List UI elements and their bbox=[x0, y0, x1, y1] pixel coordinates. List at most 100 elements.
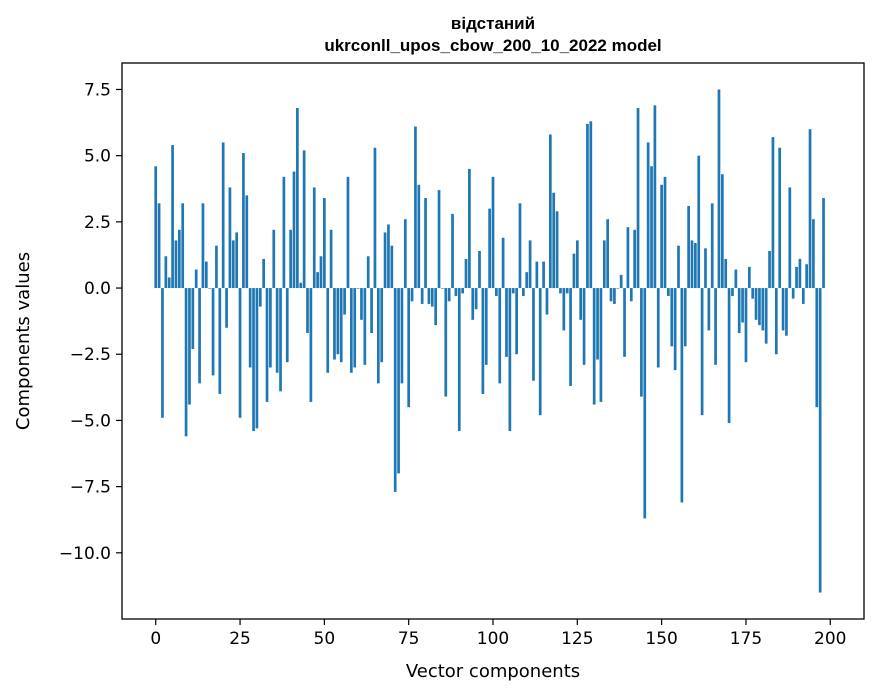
y-tick-label: −5.0 bbox=[70, 411, 111, 431]
bar bbox=[646, 142, 650, 289]
x-tick-label: 125 bbox=[561, 629, 593, 649]
bar bbox=[589, 121, 593, 289]
bar bbox=[400, 288, 404, 384]
bar bbox=[181, 203, 185, 289]
bar bbox=[656, 288, 660, 368]
bar bbox=[366, 256, 370, 289]
bar bbox=[498, 288, 502, 384]
y-axis-label: Components values bbox=[13, 252, 34, 430]
chart-title: відстаний ukrconll_upos_cbow_200_10_2022… bbox=[324, 14, 661, 55]
bar bbox=[700, 288, 704, 416]
bar bbox=[376, 288, 380, 384]
bars-group bbox=[154, 89, 825, 593]
bar bbox=[252, 288, 255, 432]
bar bbox=[289, 229, 292, 289]
bar bbox=[346, 176, 350, 289]
bar bbox=[650, 166, 653, 289]
bar bbox=[157, 203, 161, 289]
bar bbox=[542, 261, 545, 289]
bar bbox=[373, 147, 377, 289]
bar bbox=[565, 288, 569, 294]
bar bbox=[420, 288, 424, 304]
bar bbox=[747, 266, 751, 289]
bar bbox=[670, 288, 674, 347]
bar bbox=[791, 288, 795, 299]
bar bbox=[798, 258, 802, 289]
bar bbox=[444, 288, 448, 397]
bar bbox=[481, 288, 485, 394]
bar bbox=[633, 229, 637, 289]
bar bbox=[643, 288, 647, 519]
bar bbox=[387, 224, 390, 289]
bar bbox=[319, 256, 323, 289]
bar bbox=[623, 288, 626, 357]
bar bbox=[727, 288, 731, 424]
bar bbox=[235, 232, 239, 289]
y-tick-label: 2.5 bbox=[84, 213, 111, 233]
y-tick-label: 7.5 bbox=[84, 80, 111, 100]
bar bbox=[258, 288, 262, 307]
bar bbox=[478, 250, 481, 289]
bar bbox=[417, 184, 421, 289]
bar bbox=[734, 269, 738, 289]
bar bbox=[208, 288, 212, 289]
bar bbox=[393, 288, 397, 492]
bar bbox=[414, 126, 417, 289]
bar bbox=[599, 288, 603, 402]
bar bbox=[758, 288, 761, 326]
bar bbox=[508, 288, 512, 432]
bar bbox=[495, 288, 498, 296]
bar bbox=[468, 168, 471, 289]
bar bbox=[707, 288, 711, 331]
bar bbox=[774, 288, 778, 355]
bar bbox=[673, 288, 677, 371]
bar bbox=[174, 240, 178, 289]
bar bbox=[737, 288, 741, 334]
bar bbox=[778, 147, 782, 289]
bar bbox=[764, 288, 768, 344]
bar bbox=[279, 288, 282, 392]
bar bbox=[370, 288, 373, 334]
bar bbox=[532, 288, 535, 381]
bar bbox=[177, 229, 181, 289]
bar bbox=[242, 153, 245, 289]
x-tick-label: 200 bbox=[814, 629, 846, 649]
bar bbox=[312, 187, 316, 289]
bar bbox=[596, 288, 599, 360]
bar bbox=[609, 288, 613, 302]
bar bbox=[801, 288, 805, 304]
bar bbox=[795, 266, 798, 289]
bar bbox=[191, 288, 195, 349]
bar bbox=[427, 288, 431, 304]
bar bbox=[687, 205, 690, 289]
bar bbox=[714, 288, 717, 365]
x-tick-label: 0 bbox=[150, 629, 161, 649]
bar bbox=[629, 288, 633, 302]
bar bbox=[306, 288, 309, 334]
bar bbox=[690, 240, 694, 289]
bar bbox=[461, 288, 464, 294]
bar bbox=[336, 288, 340, 355]
bar bbox=[525, 272, 529, 289]
bar bbox=[818, 288, 822, 593]
bar bbox=[282, 176, 286, 289]
bar bbox=[380, 288, 384, 363]
bar bbox=[215, 245, 218, 289]
bar bbox=[677, 245, 680, 289]
bar bbox=[211, 288, 215, 376]
bar bbox=[552, 192, 556, 289]
bar bbox=[430, 288, 434, 307]
bar bbox=[505, 288, 508, 357]
bar bbox=[269, 288, 272, 368]
bar bbox=[474, 288, 478, 310]
bar bbox=[545, 288, 549, 315]
bar bbox=[248, 288, 252, 368]
bar bbox=[586, 123, 589, 289]
bar bbox=[457, 288, 461, 432]
bar bbox=[613, 288, 616, 304]
bar bbox=[161, 288, 164, 418]
bar bbox=[228, 187, 232, 289]
bar bbox=[751, 288, 755, 299]
x-tick-label: 50 bbox=[314, 629, 336, 649]
